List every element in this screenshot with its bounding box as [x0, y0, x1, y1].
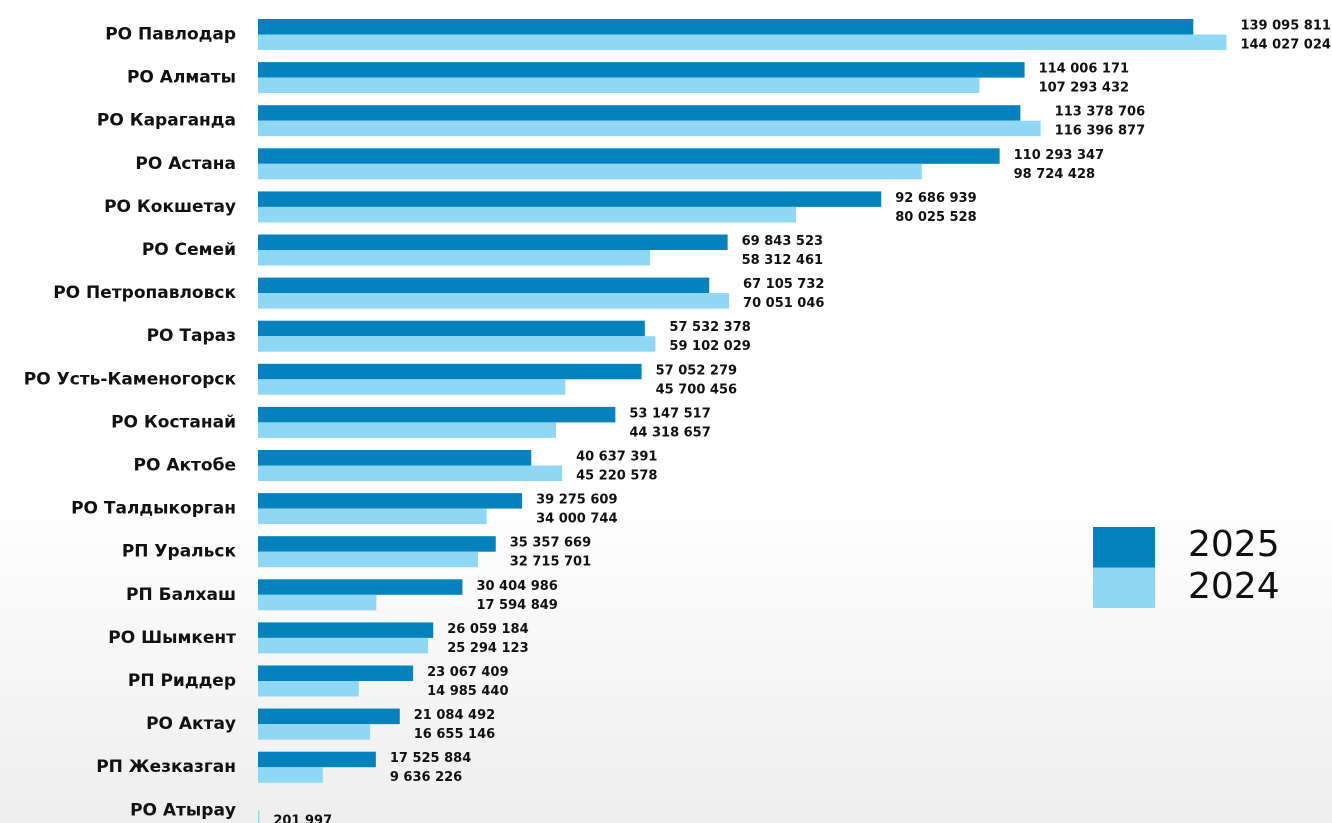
bar: [258, 422, 557, 438]
category-label: РО Павлодар: [105, 25, 236, 45]
value-label: 30 404 986: [476, 579, 557, 594]
bar: [258, 579, 463, 595]
category-label: РО Актобе: [134, 456, 236, 476]
category-label: РО Алматы: [127, 68, 236, 88]
value-label: 70 051 046: [743, 296, 824, 311]
bar: [258, 751, 376, 768]
bar: [258, 508, 487, 525]
category-label: РО Астана: [135, 154, 236, 174]
value-label: 25 294 123: [447, 641, 528, 656]
value-label: 201 997: [273, 813, 332, 823]
value-label: 40 637 391: [576, 450, 657, 465]
bar: [258, 810, 260, 823]
bar: [258, 363, 642, 380]
bar: [258, 406, 616, 423]
category-label: РП Балхаш: [126, 585, 236, 605]
bar: [258, 191, 882, 207]
value-label: 16 655 146: [414, 727, 495, 742]
bar: [258, 493, 523, 509]
value-label: 17 525 884: [390, 751, 471, 766]
value-label: 110 293 347: [1014, 148, 1104, 163]
value-label: 26 059 184: [447, 622, 528, 637]
value-label: 80 025 528: [895, 210, 976, 225]
bar: [258, 250, 651, 266]
category-label: РО Костанай: [111, 412, 236, 432]
value-label: 34 000 744: [536, 512, 617, 527]
category-label: РО Атырау: [130, 800, 236, 820]
value-label: 21 084 492: [414, 708, 495, 723]
category-label: РО Усть-Каменогорск: [24, 369, 237, 389]
category-label: РО Шымкент: [108, 628, 236, 648]
value-label: 57 052 279: [656, 363, 737, 378]
bar: [258, 681, 359, 697]
bar: [258, 767, 323, 783]
category-label: РП Риддер: [128, 671, 236, 691]
bar: [258, 77, 980, 94]
value-label: 9 636 226: [390, 770, 462, 785]
category-label: РП Уральск: [122, 542, 237, 562]
value-label: 39 275 609: [536, 493, 617, 508]
value-label: 14 985 440: [427, 684, 508, 699]
legend-label: 2024: [1188, 566, 1280, 607]
value-label: 144 027 024: [1240, 38, 1330, 53]
bar: [258, 336, 656, 352]
value-label: 23 067 409: [427, 665, 508, 680]
bar: [258, 34, 1227, 50]
category-label: РО Тараз: [147, 326, 236, 346]
bar: [258, 234, 728, 250]
value-label: 107 293 432: [1039, 81, 1129, 96]
category-label: РП Жезказган: [96, 757, 236, 777]
category-label: РО Семей: [142, 240, 236, 260]
bar: [258, 637, 429, 654]
value-label: 45 220 578: [576, 469, 657, 484]
bar: [258, 105, 1021, 121]
value-label: 58 312 461: [742, 253, 823, 268]
bar: [258, 277, 710, 294]
value-label: 116 396 877: [1055, 124, 1145, 139]
bar: [258, 120, 1041, 137]
value-label: 69 843 523: [742, 234, 823, 249]
value-label: 57 532 378: [669, 320, 750, 335]
bar: [258, 19, 1194, 35]
bar: [258, 551, 478, 568]
value-label: 35 357 669: [510, 536, 591, 551]
value-label: 113 378 706: [1055, 105, 1145, 120]
bar: [258, 724, 370, 740]
value-label: 32 715 701: [510, 555, 591, 570]
value-label: 139 095 811: [1240, 19, 1330, 34]
bar: [258, 62, 1025, 78]
bar: [258, 594, 377, 611]
value-label: 92 686 939: [895, 191, 976, 206]
value-label: 114 006 171: [1039, 62, 1129, 77]
legend-swatch: [1093, 527, 1155, 568]
category-label: РО Караганда: [97, 111, 236, 131]
bar: [258, 163, 922, 180]
category-label: РО Петропавловск: [53, 283, 236, 303]
value-label: 44 318 657: [629, 425, 710, 440]
bar: [258, 379, 566, 395]
bar: [258, 665, 414, 681]
value-label: 59 102 029: [669, 339, 750, 354]
category-label: РО Талдыкорган: [71, 499, 236, 519]
bar: [258, 450, 532, 466]
value-label: 98 724 428: [1014, 167, 1095, 182]
bar: [258, 536, 496, 552]
category-label: РО Кокшетау: [104, 197, 236, 217]
bar: [258, 148, 1000, 164]
legend-swatch: [1093, 567, 1155, 608]
bar: [258, 206, 797, 223]
bar: [258, 708, 400, 725]
bar: [258, 465, 563, 481]
category-label: РО Актау: [146, 714, 236, 734]
legend-label: 2025: [1188, 524, 1280, 565]
value-label: 53 147 517: [629, 406, 710, 421]
bar: [258, 320, 645, 337]
bar: [258, 622, 434, 638]
value-label: 17 594 849: [476, 598, 557, 613]
value-label: 67 105 732: [743, 277, 824, 292]
value-label: 45 700 456: [656, 382, 737, 397]
bar: [258, 293, 730, 309]
